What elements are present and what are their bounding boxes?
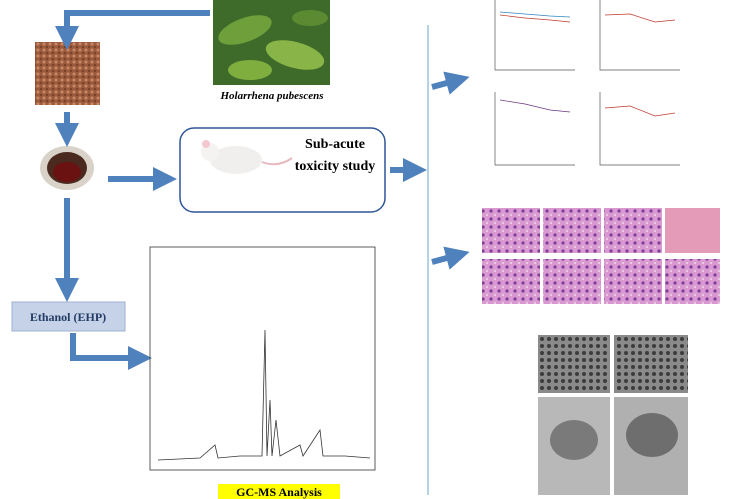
body-weight-charts bbox=[494, 0, 680, 166]
analysis-label: GC-MS Analysis bbox=[236, 485, 322, 499]
extract-label: Ethanol (EHP) bbox=[30, 310, 106, 324]
plant-label: Holarrhena pubescens bbox=[220, 90, 324, 102]
powder-photo bbox=[35, 42, 100, 105]
electron-micrographs bbox=[538, 335, 688, 495]
extract-box bbox=[11, 301, 126, 332]
analysis-box bbox=[218, 484, 340, 499]
plant-photo bbox=[213, 0, 330, 85]
chromatogram bbox=[149, 246, 376, 471]
flow-arrows bbox=[55, 10, 470, 370]
study-label: Sub-acute toxicity study bbox=[295, 137, 376, 174]
extract-photo bbox=[40, 146, 94, 190]
histology-panels bbox=[482, 208, 720, 304]
mouse bbox=[201, 140, 293, 174]
